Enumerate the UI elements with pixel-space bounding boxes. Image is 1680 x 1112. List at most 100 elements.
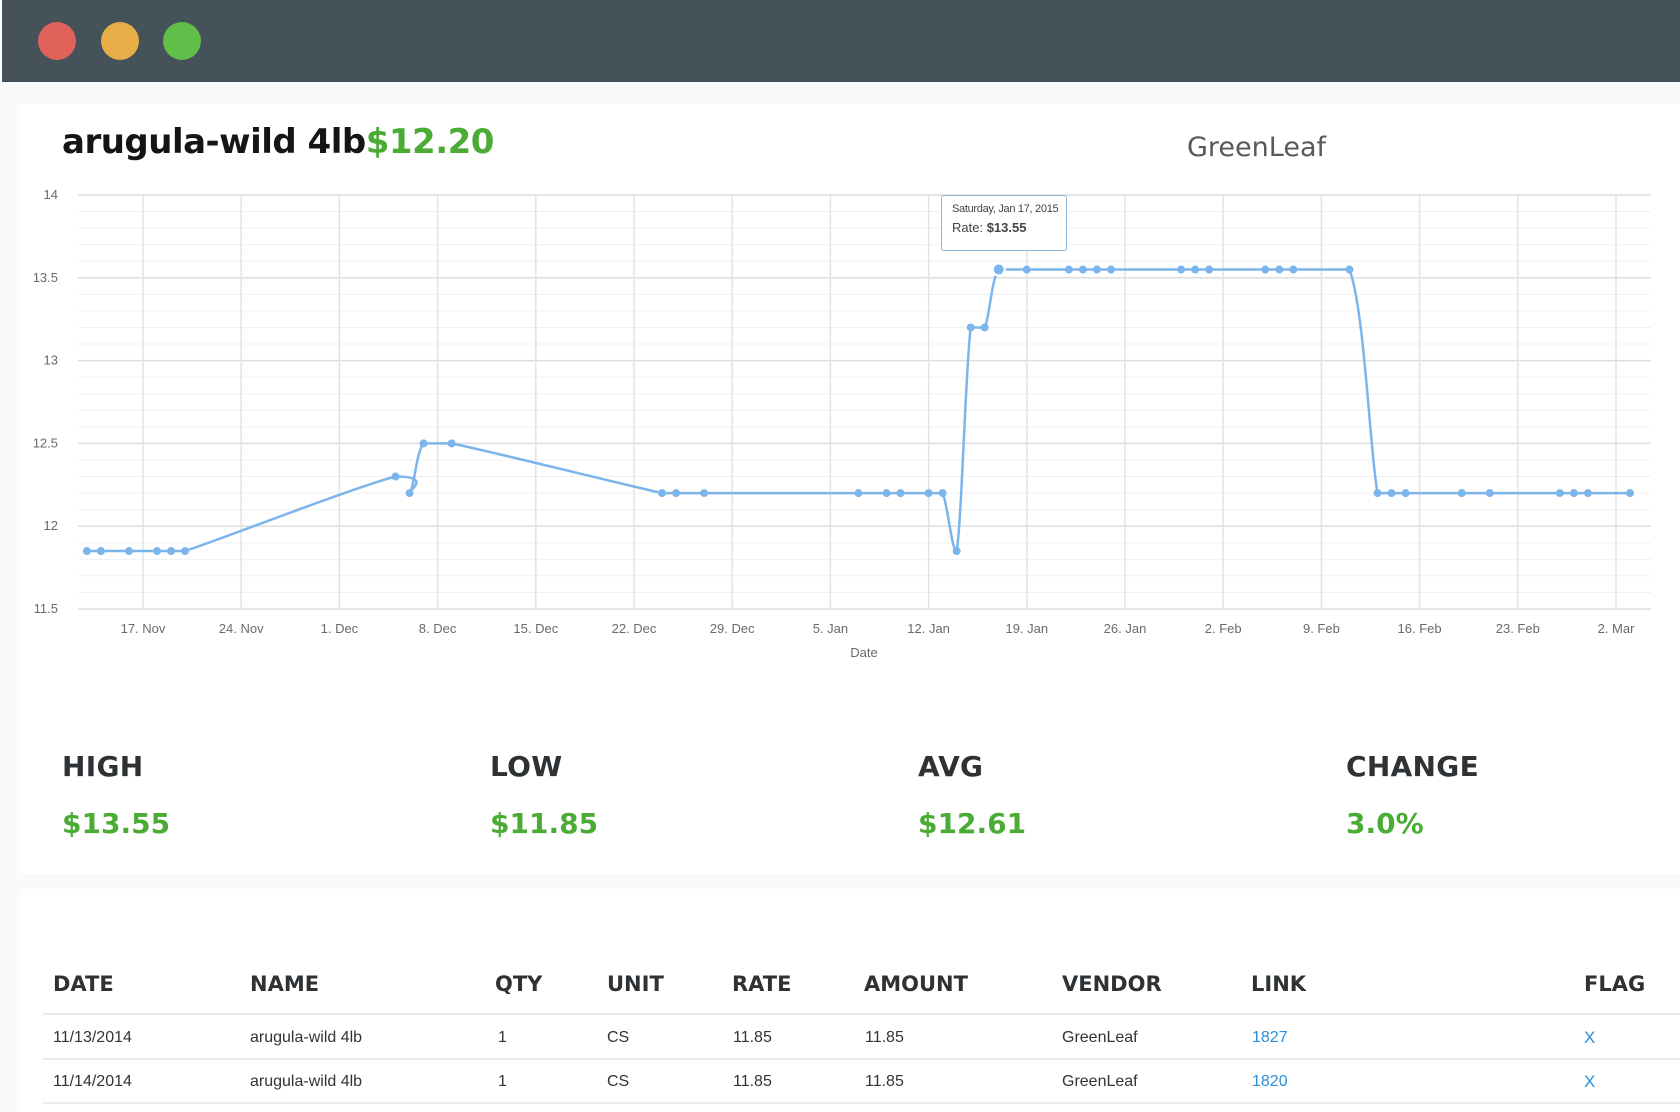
stat-high: HIGH $13.55 <box>62 750 170 840</box>
cell-rate: 11.85 <box>733 1029 772 1046</box>
cell-qty: 1 <box>498 1073 507 1090</box>
price-history-card <box>20 104 1680 874</box>
data-point <box>1555 489 1564 498</box>
column-header-qty[interactable]: QTY <box>495 972 543 996</box>
x-tick-label: 5. Jan <box>813 621 848 636</box>
data-point <box>938 489 947 498</box>
close-window-button[interactable] <box>38 22 76 60</box>
price-line-chart: 11.5 12 12.5 13 13.5 14 17. Nov 24. Nov 1. Dec 8.… <box>33 187 1651 660</box>
table-divider <box>43 1013 1680 1015</box>
column-header-flag[interactable]: FLAG <box>1584 972 1646 996</box>
data-point <box>1261 265 1270 274</box>
y-tick-label: 13.5 <box>33 270 58 285</box>
data-point <box>966 323 975 332</box>
flag-button[interactable]: X <box>1584 1072 1596 1091</box>
data-point <box>980 323 989 332</box>
x-tick-label: 2. Feb <box>1205 621 1242 636</box>
data-point <box>1205 265 1214 274</box>
cell-vendor: GreenLeaf <box>1062 1029 1138 1046</box>
data-point <box>405 489 414 498</box>
data-point <box>854 489 863 498</box>
data-point <box>896 489 905 498</box>
x-tick-label: 9. Feb <box>1303 621 1340 636</box>
data-point <box>952 547 961 556</box>
x-tick-label: 19. Jan <box>1005 621 1048 636</box>
x-tick-label: 22. Dec <box>612 621 657 636</box>
column-header-vendor[interactable]: VENDOR <box>1062 972 1162 996</box>
column-header-amount[interactable]: AMOUNT <box>864 972 968 996</box>
data-point <box>167 547 176 556</box>
x-tick-label: 17. Nov <box>121 621 166 636</box>
data-point <box>419 439 428 448</box>
table-divider <box>43 1102 1680 1104</box>
tooltip-date: Saturday, Jan 17, 2015 <box>952 203 1059 215</box>
y-tick-label: 12 <box>44 518 58 533</box>
cell-link[interactable]: 1827 <box>1252 1029 1288 1046</box>
page-content <box>0 82 1680 1112</box>
x-tick-label: 24. Nov <box>219 621 264 636</box>
flag-button[interactable]: X <box>1584 1028 1596 1047</box>
table-divider <box>43 1058 1680 1060</box>
stat-label: AVG <box>918 750 984 783</box>
window-titlebar <box>2 0 1680 82</box>
data-point <box>1626 489 1635 498</box>
cell-name: arugula-wild 4lb <box>250 1029 363 1046</box>
data-point <box>1022 265 1031 274</box>
column-header-link[interactable]: LINK <box>1251 972 1307 996</box>
data-point <box>1457 489 1466 498</box>
data-point <box>153 547 162 556</box>
data-point <box>1177 265 1186 274</box>
x-tick-label: 15. Dec <box>513 621 558 636</box>
vendor-name: GreenLeaf <box>1187 132 1326 163</box>
minimize-window-button[interactable] <box>101 22 139 60</box>
data-point <box>1583 489 1592 498</box>
cell-rate: 11.85 <box>733 1073 772 1090</box>
data-point <box>391 472 400 481</box>
x-axis-title: Date <box>850 645 877 660</box>
data-point <box>1373 489 1382 498</box>
y-tick-label: 14 <box>44 187 58 202</box>
column-header-unit[interactable]: UNIT <box>607 972 664 996</box>
data-point <box>447 439 456 448</box>
highlighted-data-point <box>991 262 1006 277</box>
column-header-name[interactable]: NAME <box>250 972 320 996</box>
data-point <box>1345 265 1354 274</box>
x-tick-label: 1. Dec <box>321 621 359 636</box>
cell-amount: 11.85 <box>865 1029 904 1046</box>
cell-link[interactable]: 1820 <box>1252 1073 1288 1090</box>
data-point <box>181 547 190 556</box>
x-tick-label: 12. Jan <box>907 621 950 636</box>
x-tick-label: 8. Dec <box>419 621 457 636</box>
page-title: arugula-wild 4lb$12.20 <box>62 122 494 162</box>
data-point <box>96 547 105 556</box>
y-tick-label: 11.5 <box>34 601 58 616</box>
data-point <box>700 489 709 498</box>
x-tick-label: 16. Feb <box>1398 621 1442 636</box>
cell-unit: CS <box>607 1073 630 1090</box>
cell-qty: 1 <box>498 1029 507 1046</box>
maximize-window-button[interactable] <box>163 22 201 60</box>
cell-date: 11/13/2014 <box>53 1029 132 1046</box>
cell-name: arugula-wild 4lb <box>250 1073 363 1090</box>
data-point <box>882 489 891 498</box>
cell-vendor: GreenLeaf <box>1062 1073 1138 1090</box>
column-header-rate[interactable]: RATE <box>732 972 792 996</box>
stat-value: $13.55 <box>62 807 171 840</box>
data-point <box>658 489 667 498</box>
transactions-card <box>20 889 1680 1112</box>
data-point <box>1289 265 1298 274</box>
data-point <box>1064 265 1073 274</box>
data-point <box>924 489 933 498</box>
stat-avg: AVG $12.61 <box>918 750 1026 840</box>
data-point <box>82 547 91 556</box>
chart-tooltip: Saturday, Jan 17, 2015 Rate: $13.55 <box>941 195 1067 251</box>
data-point <box>1092 265 1101 274</box>
product-name: arugula-wild 4lb <box>62 122 366 162</box>
data-point <box>1569 489 1578 498</box>
column-header-date[interactable]: DATE <box>53 972 114 996</box>
y-tick-label: 12.5 <box>33 435 58 450</box>
data-point <box>672 489 681 498</box>
data-point <box>1485 489 1494 498</box>
x-tick-label: 2. Mar <box>1598 621 1636 636</box>
x-tick-label: 29. Dec <box>710 621 755 636</box>
